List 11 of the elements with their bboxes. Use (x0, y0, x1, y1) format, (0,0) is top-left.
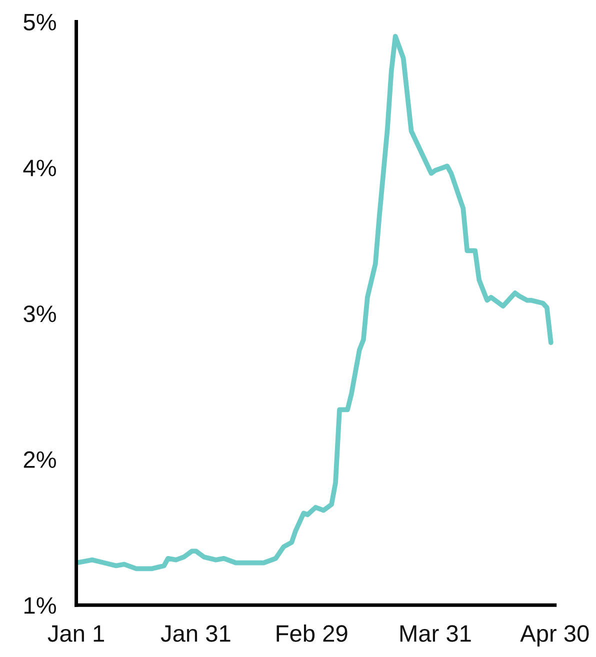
line-series (76, 34, 554, 572)
y-tick-label: 2% (24, 451, 56, 468)
x-tick-label: Mar 31 (400, 625, 471, 642)
y-tick-label: 3% (24, 305, 56, 322)
x-tick-label: Feb 29 (276, 624, 348, 642)
x-tick-label: Apr 30 (520, 625, 589, 647)
x-tick-label: Jan 31 (160, 625, 230, 642)
y-tick-label: 5% (24, 14, 56, 30)
y-tick-label: 4% (23, 160, 56, 176)
x-tick-label: Jan 1 (48, 625, 104, 642)
y-tick-label: 1% (24, 597, 56, 614)
